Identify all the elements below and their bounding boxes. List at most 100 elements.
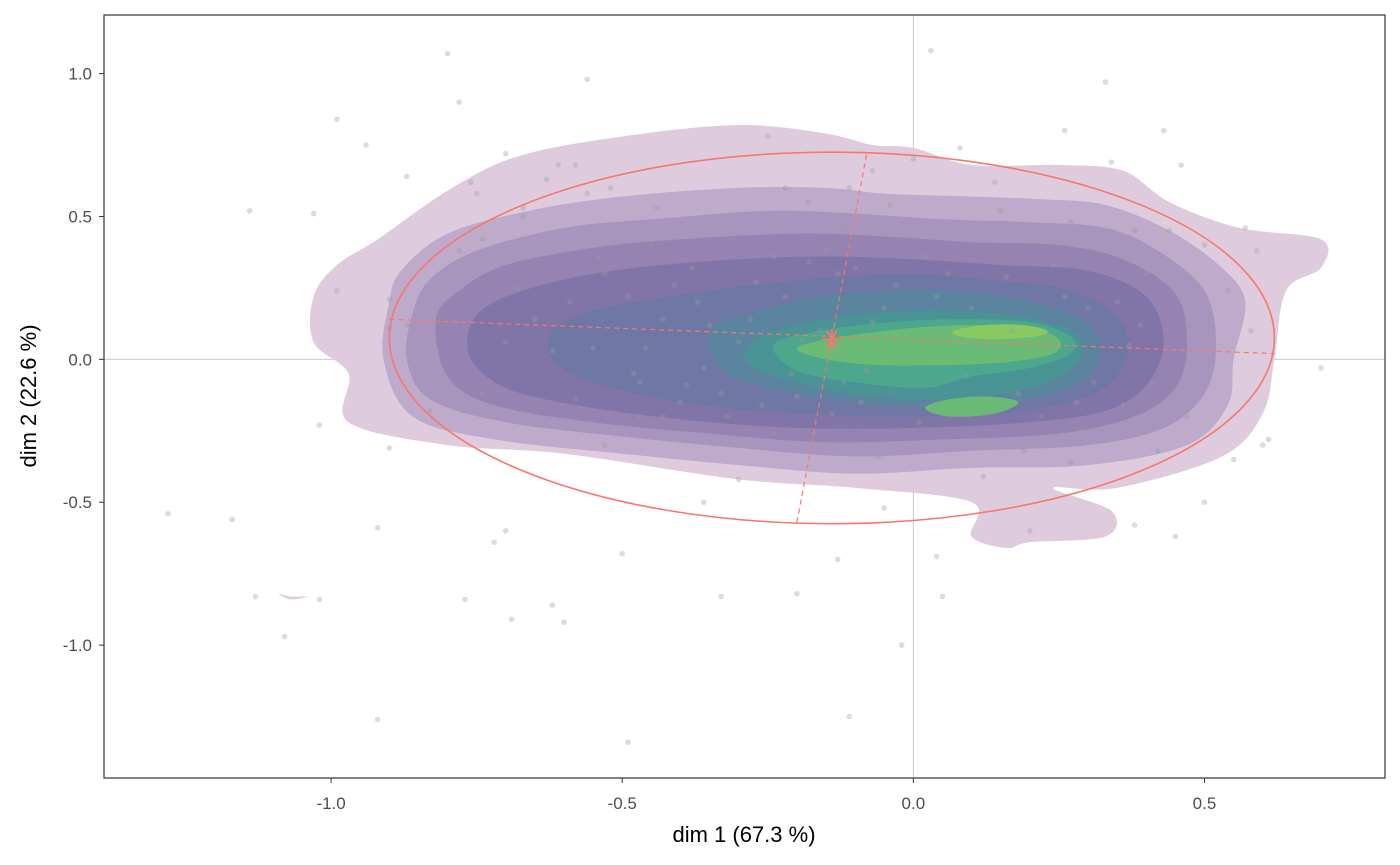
data-point	[741, 442, 748, 448]
data-point	[869, 167, 876, 174]
data-point	[310, 210, 317, 217]
density-band-12	[925, 396, 1019, 417]
x-tick-label: 0.0	[902, 794, 926, 813]
data-points	[165, 47, 1324, 746]
data-point	[1044, 333, 1051, 340]
data-point	[695, 299, 701, 305]
data-point	[607, 185, 614, 191]
data-point	[654, 205, 660, 211]
data-point	[1009, 327, 1016, 334]
data-point	[1126, 342, 1132, 348]
centroid-marker	[821, 329, 842, 350]
data-point	[782, 293, 789, 300]
data-point	[601, 442, 608, 448]
data-point	[834, 270, 841, 277]
data-point	[834, 556, 841, 563]
data-point	[875, 453, 882, 460]
data-point	[502, 339, 509, 346]
panel-border	[103, 14, 1386, 779]
data-point	[1166, 227, 1173, 234]
data-point	[1207, 359, 1214, 366]
data-point	[660, 413, 666, 420]
data-point	[846, 185, 853, 191]
data-point	[1108, 159, 1115, 165]
x-axis-title: dim 1 (67.3 %)	[672, 822, 815, 847]
data-point	[281, 633, 288, 640]
data-point	[730, 236, 736, 243]
data-point	[1190, 322, 1196, 328]
data-point	[805, 199, 812, 205]
data-point	[427, 407, 433, 414]
data-point	[543, 176, 550, 183]
data-point	[1120, 402, 1126, 408]
data-point	[986, 342, 992, 348]
data-point	[584, 76, 591, 83]
data-point	[753, 279, 759, 285]
y-axis: -1.0 -0.5 0.0 0.5 1.0	[63, 65, 104, 655]
data-point	[724, 413, 730, 420]
data-point	[316, 596, 323, 603]
data-point	[456, 99, 462, 105]
data-point	[1114, 299, 1120, 305]
data-point	[881, 305, 888, 311]
data-point	[1061, 293, 1068, 300]
data-point	[648, 242, 655, 248]
data-point	[590, 419, 596, 426]
data-point	[898, 642, 905, 648]
data-point	[817, 327, 823, 334]
data-point	[508, 247, 515, 254]
density-band-11	[952, 324, 1048, 340]
data-point	[1021, 447, 1027, 454]
data-point	[706, 322, 713, 328]
data-point	[520, 205, 527, 211]
data-point	[502, 528, 509, 534]
data-point	[479, 236, 486, 243]
data-point	[922, 253, 928, 260]
data-point	[1201, 242, 1208, 248]
data-point	[712, 222, 719, 228]
data-point	[1067, 219, 1074, 225]
data-point	[456, 247, 462, 254]
data-point	[764, 133, 771, 140]
data-point	[473, 190, 480, 197]
data-point	[962, 373, 969, 380]
data-point	[1131, 522, 1138, 528]
data-point	[700, 365, 707, 371]
data-point	[561, 619, 567, 626]
data-point	[444, 50, 451, 57]
data-point	[666, 236, 672, 243]
data-point	[718, 593, 725, 600]
data-point	[1149, 379, 1155, 386]
data-point	[887, 202, 893, 208]
data-point	[893, 282, 899, 288]
y-tick-label: 1.0	[68, 65, 92, 84]
data-point	[1067, 459, 1074, 466]
data-point	[590, 345, 596, 351]
data-point	[1248, 327, 1254, 334]
x-tick-label: -1.0	[316, 794, 345, 813]
data-point	[794, 590, 800, 597]
data-point	[881, 505, 888, 511]
data-point	[689, 265, 695, 271]
data-point	[1201, 499, 1208, 506]
data-point	[1038, 413, 1045, 420]
data-point	[992, 179, 998, 185]
y-tick-label: -1.0	[63, 636, 92, 655]
data-point	[229, 516, 235, 523]
data-point	[374, 525, 381, 531]
data-point	[625, 293, 631, 300]
data-point	[770, 253, 777, 260]
data-point	[1160, 127, 1167, 134]
data-point	[840, 225, 847, 231]
data-point	[508, 616, 515, 623]
data-point	[1318, 365, 1324, 371]
data-point	[572, 162, 579, 168]
data-point	[858, 399, 864, 406]
data-point	[997, 207, 1004, 214]
data-point	[805, 259, 812, 265]
data-point	[433, 285, 439, 291]
data-point	[933, 293, 940, 300]
data-point	[1172, 533, 1179, 540]
data-point	[386, 445, 393, 451]
data-point	[1178, 162, 1185, 168]
